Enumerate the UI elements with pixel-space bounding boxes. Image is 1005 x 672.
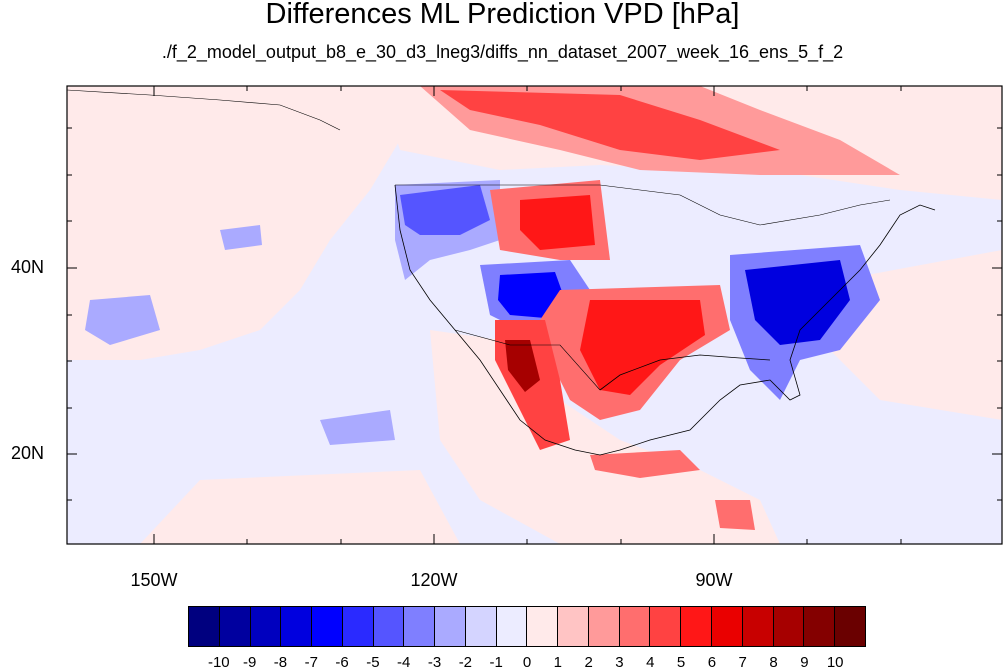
colorbar-label: 7 [738, 654, 747, 671]
colorbar-box [588, 607, 620, 646]
colorbar-box [804, 607, 836, 646]
colorbar-label: -1 [489, 654, 503, 671]
colorbar-label: 4 [646, 654, 655, 671]
north-america-coastline [394, 184, 936, 456]
colorbar-label: -8 [273, 654, 288, 671]
southeast-blue-core [745, 260, 850, 345]
colorbar-box [312, 607, 343, 646]
central-america-red-patch [715, 500, 755, 530]
pacific-blue-patch-1 [85, 295, 160, 345]
colorbar-label: 6 [707, 654, 717, 671]
colorbar-label: -4 [397, 654, 411, 671]
rockies-red-core [520, 195, 595, 250]
axis-ticks [67, 86, 1002, 544]
colorbar-label: 3 [615, 654, 624, 671]
colorbar-box [219, 607, 251, 646]
colorbar-box [281, 607, 313, 646]
colorbar-label: 5 [676, 654, 686, 671]
colorbar-label: 2 [584, 654, 593, 671]
us-canada-border [395, 184, 891, 226]
colorbar-box [773, 607, 805, 646]
colorbar-label: 8 [769, 654, 778, 671]
four-corners-blue-core [498, 272, 565, 318]
colorbar-label: -9 [242, 654, 257, 671]
gulf-coastline [599, 354, 771, 391]
colorbar-box [435, 607, 466, 646]
colorbar-box [527, 607, 559, 646]
lon-label-90w: 90W [695, 570, 733, 590]
colorbar-box [835, 607, 865, 646]
colorbar-box [373, 607, 405, 646]
colorbar-label: -10 [207, 654, 230, 671]
us-mexico-border [454, 329, 601, 391]
map-title: Differences ML Prediction VPD [hPa] [265, 0, 740, 30]
colorbar-label: 9 [800, 654, 809, 671]
lon-label-150w: 150W [130, 570, 178, 590]
tropics-light-pink [140, 470, 460, 544]
pacific-blue-patch-3 [320, 410, 395, 445]
lat-label-20n: 20N [10, 443, 44, 463]
colorbar-box [250, 607, 282, 646]
colorbar-box [712, 607, 743, 646]
colorbar-box [465, 607, 497, 646]
pacific-nw-blue-core [400, 185, 490, 235]
colorbar-box [742, 607, 774, 646]
colorbar-label: -2 [458, 654, 473, 671]
colorbar-label: 0 [522, 654, 532, 671]
caribbean-red-patch [590, 450, 700, 478]
colorbar-box [681, 607, 713, 646]
pacific-light-pink [67, 86, 400, 360]
colorbar-box [496, 607, 528, 646]
colorbar-label: -5 [366, 654, 380, 671]
southern-plains-red-core [580, 300, 705, 395]
colorbar-box [404, 607, 436, 646]
pacific-blue-patch-2 [220, 225, 262, 250]
colorbar-label: -3 [427, 654, 442, 671]
colorbar-box [650, 607, 682, 646]
southwest-darkest-red [505, 340, 540, 392]
colorbar-box [342, 607, 374, 646]
colorbar-label: 10 [826, 654, 844, 671]
lat-label-40n: 40N [10, 257, 44, 277]
colorbar-box [558, 607, 589, 646]
colorbar-label: -7 [304, 654, 318, 671]
lon-label-120w: 120W [410, 570, 458, 590]
colorbar-box [619, 607, 651, 646]
colorbar-box [189, 607, 220, 646]
colorbar-label: 1 [553, 654, 562, 671]
map-fill-layer [67, 86, 1002, 544]
north-red-core [440, 90, 780, 160]
colorbar-label: -6 [335, 654, 349, 671]
map-subtitle: ./f_2_model_output_b8_e_30_d3_lneg3/diff… [161, 42, 844, 62]
colorbar [188, 606, 866, 647]
alaska-coastline [67, 89, 341, 131]
